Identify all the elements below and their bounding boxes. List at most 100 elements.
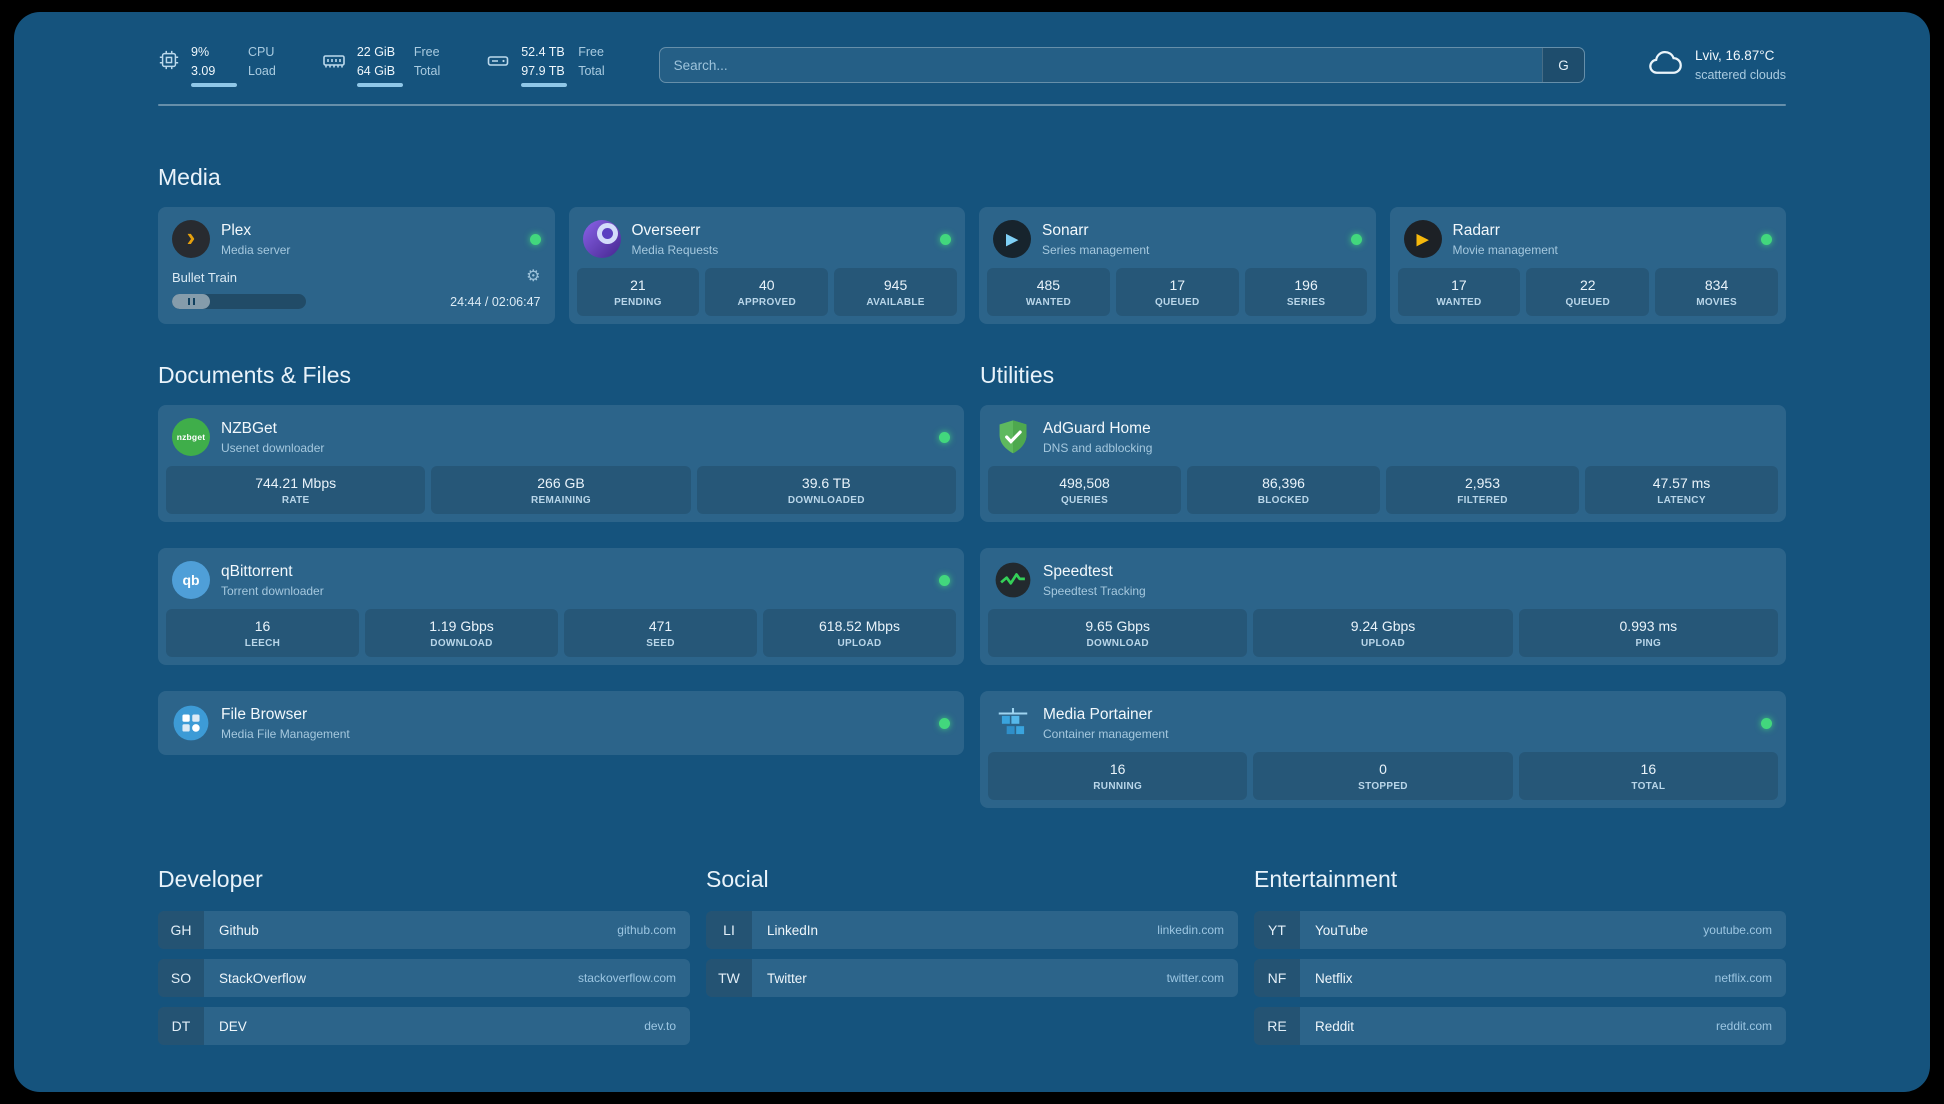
playback-progress-bar <box>172 294 306 309</box>
sonarr-icon: ▶ <box>993 220 1031 258</box>
memory-icon <box>322 49 346 73</box>
bookmark-netflix[interactable]: NF Netflix netflix.com <box>1254 959 1786 997</box>
stat-latency: 47.57 ms LATENCY <box>1585 466 1778 514</box>
topbar-divider <box>158 104 1786 106</box>
status-dot <box>1350 233 1362 245</box>
bookmark-abbr: DT <box>158 1007 204 1045</box>
stat-approved: 40 APPROVED <box>705 268 829 316</box>
stat-available: 945 AVAILABLE <box>834 268 957 316</box>
service-card-filebrowser[interactable]: File Browser Media File Management <box>158 691 964 755</box>
cpu-widget: 9% 3.09 CPU Load <box>158 43 276 87</box>
cpu-graph <box>191 82 237 87</box>
service-subtitle: Container management <box>1043 726 1169 741</box>
dashboard: 9% 3.09 CPU Load <box>14 12 1930 1092</box>
service-card-portainer[interactable]: Media Portainer Container management 16 … <box>980 691 1786 808</box>
bookmark-abbr: YT <box>1254 911 1300 949</box>
memory-graph <box>356 82 403 87</box>
service-subtitle: Movie management <box>1452 242 1558 257</box>
service-card-speedtest[interactable]: Speedtest Speedtest Tracking 9.65 Gbps D… <box>980 548 1786 665</box>
bookmark-dev[interactable]: DT DEV dev.to <box>158 1007 690 1045</box>
speedtest-icon <box>994 561 1032 599</box>
service-subtitle: Usenet downloader <box>221 440 325 455</box>
stat-filtered: 2,953 FILTERED <box>1386 466 1579 514</box>
stat-upload: 618.52 Mbps UPLOAD <box>763 609 956 657</box>
section-title-developer: Developer <box>158 866 263 892</box>
memory-values: 22 GiB 64 GiB <box>356 43 403 87</box>
pause-button[interactable] <box>172 294 210 309</box>
status-dot <box>939 431 950 443</box>
memory-widget: 22 GiB 64 GiB Free Total <box>322 43 440 87</box>
service-card-plex[interactable]: › Plex Media server Bullet Train ⚙ 24:44… <box>158 207 555 324</box>
service-name: AdGuard Home <box>1043 419 1151 437</box>
disk-labels: Free Total <box>578 45 605 78</box>
bookmark-url: youtube.com <box>1703 923 1772 937</box>
service-name: Sonarr <box>1042 221 1089 239</box>
stat-movies: 834 MOVIES <box>1655 268 1778 316</box>
status-dot <box>1761 717 1772 729</box>
bookmark-name: Github <box>219 922 259 938</box>
section-title-entertainment: Entertainment <box>1254 866 1398 892</box>
cpu-labels: CPU Load <box>248 45 276 78</box>
service-name: File Browser <box>221 705 308 723</box>
service-card-sonarr[interactable]: ▶ Sonarr Series management 485 WANTED 17… <box>979 207 1376 324</box>
stat-download: 9.65 Gbps DOWNLOAD <box>988 609 1248 657</box>
stat-leech: 16 LEECH <box>166 609 359 657</box>
gear-icon[interactable]: ⚙ <box>526 268 541 285</box>
documents-column: Documents & Files nzbget NZBGet Usenet d… <box>158 324 964 755</box>
service-card-nzbget[interactable]: nzbget NZBGet Usenet downloader 744.21 M… <box>158 405 964 522</box>
service-name: Radarr <box>1452 221 1500 239</box>
disk-total: 97.9 TB <box>521 63 565 78</box>
service-name: qBittorrent <box>221 562 293 580</box>
bookmark-url: dev.to <box>644 1019 676 1033</box>
service-name: Speedtest <box>1043 562 1113 580</box>
bookmark-twitter[interactable]: TW Twitter twitter.com <box>706 959 1238 997</box>
bookmark-youtube[interactable]: YT YouTube youtube.com <box>1254 911 1786 949</box>
bookmark-reddit[interactable]: RE Reddit reddit.com <box>1254 1007 1786 1045</box>
plex-icon: › <box>172 220 210 258</box>
stat-seed: 471 SEED <box>564 609 757 657</box>
service-card-qbittorrent[interactable]: qb qBittorrent Torrent downloader 16 LEE… <box>158 548 964 665</box>
filebrowser-icon <box>172 704 210 742</box>
service-card-adguard[interactable]: AdGuard Home DNS and adblocking 498,508 … <box>980 405 1786 522</box>
bookmark-abbr: SO <box>158 959 204 997</box>
bookmark-url: linkedin.com <box>1157 923 1224 937</box>
weather-location: Lviv, 16.87°C <box>1694 48 1775 64</box>
search-provider-button[interactable]: G <box>1541 48 1584 82</box>
bookmark-linkedin[interactable]: LI LinkedIn linkedin.com <box>706 911 1238 949</box>
resource-widgets: 9% 3.09 CPU Load <box>158 43 605 87</box>
stat-series: 196 SERIES <box>1244 268 1368 316</box>
cpu-values: 9% 3.09 <box>191 43 237 87</box>
section-title-utilities: Utilities <box>980 362 1055 388</box>
status-dot <box>939 574 950 586</box>
service-name: Plex <box>221 221 252 239</box>
disk-icon <box>486 49 510 73</box>
stat-remaining: 266 GB REMAINING <box>431 466 691 514</box>
service-subtitle: Media server <box>221 242 291 257</box>
radarr-icon: ▶ <box>1403 220 1442 258</box>
stat-ping: 0.993 ms PING <box>1518 609 1778 657</box>
service-subtitle: Media File Management <box>221 726 350 741</box>
bookmark-github[interactable]: GH Github github.com <box>158 911 690 949</box>
status-dot <box>939 717 950 729</box>
cpu-icon <box>158 49 180 71</box>
bookmark-url: stackoverflow.com <box>577 971 676 985</box>
stat-queued: 17 QUEUED <box>1115 268 1239 316</box>
stat-queued: 22 QUEUED <box>1526 268 1650 316</box>
stat-upload: 9.24 Gbps UPLOAD <box>1253 609 1513 657</box>
qbittorrent-icon: qb <box>172 561 210 599</box>
service-subtitle: DNS and adblocking <box>1043 440 1153 455</box>
bookmark-name: StackOverflow <box>219 970 307 986</box>
bookmark-abbr: GH <box>158 911 204 949</box>
bookmark-url: github.com <box>617 923 676 937</box>
disk-values: 52.4 TB 97.9 TB <box>521 43 568 87</box>
search-input[interactable] <box>659 48 1542 82</box>
service-subtitle: Speedtest Tracking <box>1043 583 1146 598</box>
cpu-usage: 9% <box>191 45 210 60</box>
service-card-overseerr[interactable]: Overseerr Media Requests 21 PENDING 40 A… <box>568 207 965 324</box>
bookmark-stackoverflow[interactable]: SO StackOverflow stackoverflow.com <box>158 959 690 997</box>
bookmark-abbr: LI <box>706 911 752 949</box>
service-card-radarr[interactable]: ▶ Radarr Movie management 17 WANTED 22 Q… <box>1389 207 1786 324</box>
stat-total: 16 TOTAL <box>1518 752 1778 800</box>
section-title-documents: Documents & Files <box>158 362 352 388</box>
section-title-media: Media <box>158 164 221 190</box>
